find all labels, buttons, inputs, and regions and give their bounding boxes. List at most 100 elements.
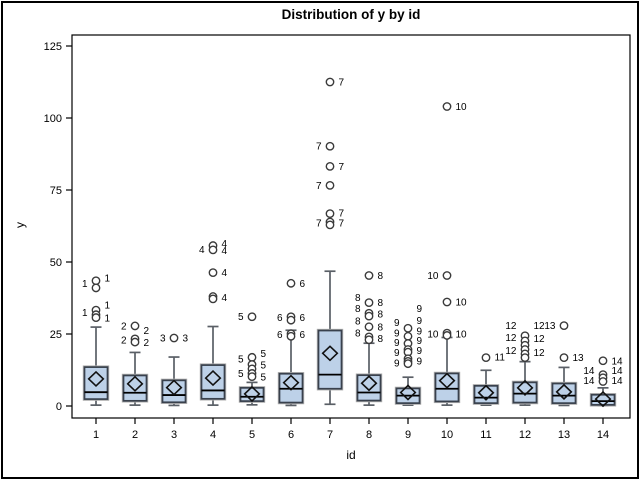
outlier-label: 4 (222, 246, 228, 257)
mean-diamond (282, 374, 300, 391)
outlier-point (286, 315, 296, 325)
outlier-point (403, 331, 413, 341)
outlier-point (403, 359, 413, 369)
outlier-label: 8 (378, 298, 384, 309)
mean-diamond (516, 379, 534, 396)
outlier-label: 10 (456, 298, 468, 309)
outlier-label: 4 (199, 245, 205, 256)
x-tick-label: 7 (327, 429, 333, 441)
x-tick-label: 14 (597, 429, 609, 441)
outlier-label: 8 (355, 316, 361, 327)
x-axis-label: id (346, 448, 356, 462)
outlier-label: 5 (238, 312, 244, 323)
outlier-label: 13 (544, 321, 556, 332)
outlier-point (598, 356, 608, 366)
x-tick-label: 3 (171, 429, 177, 441)
outlier-label: 7 (316, 181, 322, 192)
box-iqr (122, 374, 148, 402)
outlier-label: 6 (300, 279, 306, 290)
outlier-point (481, 353, 491, 363)
mean-diamond (555, 383, 573, 400)
outlier-point (325, 77, 335, 87)
outlier-label: 4 (222, 239, 228, 250)
outlier-label: 4 (222, 268, 228, 279)
box-iqr (512, 381, 538, 404)
outlier-label: 9 (417, 326, 423, 337)
outlier-label: 14 (583, 366, 595, 377)
outlier-point (325, 161, 335, 171)
outlier-label: 10 (456, 102, 468, 113)
outlier-point (286, 331, 296, 341)
x-tick-label: 1 (93, 429, 99, 441)
outlier-label: 12 (534, 321, 546, 332)
outlier-point (91, 276, 101, 286)
outlier-point (442, 102, 452, 111)
y-tick-label: 50 (50, 257, 62, 269)
box-iqr (83, 366, 109, 400)
outlier-label: 12 (505, 346, 517, 357)
x-tick-label: 9 (405, 429, 411, 441)
box-iqr (590, 393, 616, 406)
outlier-label: 5 (261, 373, 267, 384)
mean-diamond (243, 385, 261, 403)
outlier-label: 1 (105, 301, 111, 312)
x-tick-label: 5 (249, 429, 255, 441)
x-tick-label: 13 (558, 429, 570, 441)
outlier-point (130, 337, 140, 347)
outlier-label: 8 (378, 322, 384, 333)
x-tick-label: 6 (288, 429, 294, 441)
outlier-point (325, 180, 335, 190)
outlier-label: 9 (417, 346, 423, 357)
outlier-point (520, 353, 530, 363)
outlier-point (364, 322, 374, 332)
outlier-label: 10 (427, 271, 439, 282)
outlier-label: 13 (573, 353, 585, 364)
outlier-label: 4 (222, 293, 228, 304)
outlier-label: 1 (105, 273, 111, 284)
outlier-point (442, 297, 452, 307)
outlier-label: 1 (105, 314, 111, 325)
outlier-label: 12 (534, 334, 546, 345)
box-iqr (239, 387, 265, 402)
outlier-label: 6 (277, 330, 283, 341)
mean-diamond (165, 379, 183, 396)
outlier-label: 5 (261, 349, 267, 360)
chart-title: Distribution of y by id (281, 7, 421, 22)
outlier-label: 10 (456, 330, 468, 341)
outlier-label: 7 (316, 142, 322, 153)
outlier-label: 6 (300, 330, 306, 341)
outlier-label: 5 (238, 369, 244, 380)
x-tick-label: 10 (441, 429, 453, 441)
outlier-point (559, 321, 569, 331)
y-tick-label: 0 (56, 401, 62, 413)
outlier-label: 12 (505, 333, 517, 344)
outlier-label: 2 (144, 338, 150, 349)
outlier-point (364, 311, 374, 321)
outlier-label: 2 (121, 335, 127, 346)
outlier-label: 8 (378, 309, 384, 320)
outlier-label: 5 (261, 361, 267, 372)
outlier-point (364, 271, 374, 280)
outlier-label: 8 (378, 271, 384, 282)
outlier-label: 7 (339, 219, 345, 230)
x-tick-label: 2 (132, 429, 138, 441)
outlier-point (208, 294, 218, 304)
outlier-point (247, 352, 257, 362)
outlier-label: 9 (417, 316, 423, 327)
outlier-label: 7 (316, 219, 322, 230)
mean-diamond (477, 384, 495, 401)
y-tick-label: 75 (50, 185, 62, 197)
outlier-label: 1 (82, 308, 88, 319)
outlier-point (247, 372, 257, 382)
outlier-point (208, 268, 218, 278)
outlier-label: 9 (417, 356, 423, 367)
mean-diamond (126, 375, 144, 392)
box-iqr (161, 379, 187, 404)
outlier-label: 8 (355, 293, 361, 304)
mean-diamond (321, 345, 339, 362)
x-tick-label: 4 (210, 429, 216, 441)
outlier-label: 8 (355, 328, 361, 339)
outlier-label: 9 (394, 318, 400, 329)
mean-diamond (594, 390, 612, 408)
outlier-label: 12 (505, 321, 517, 332)
